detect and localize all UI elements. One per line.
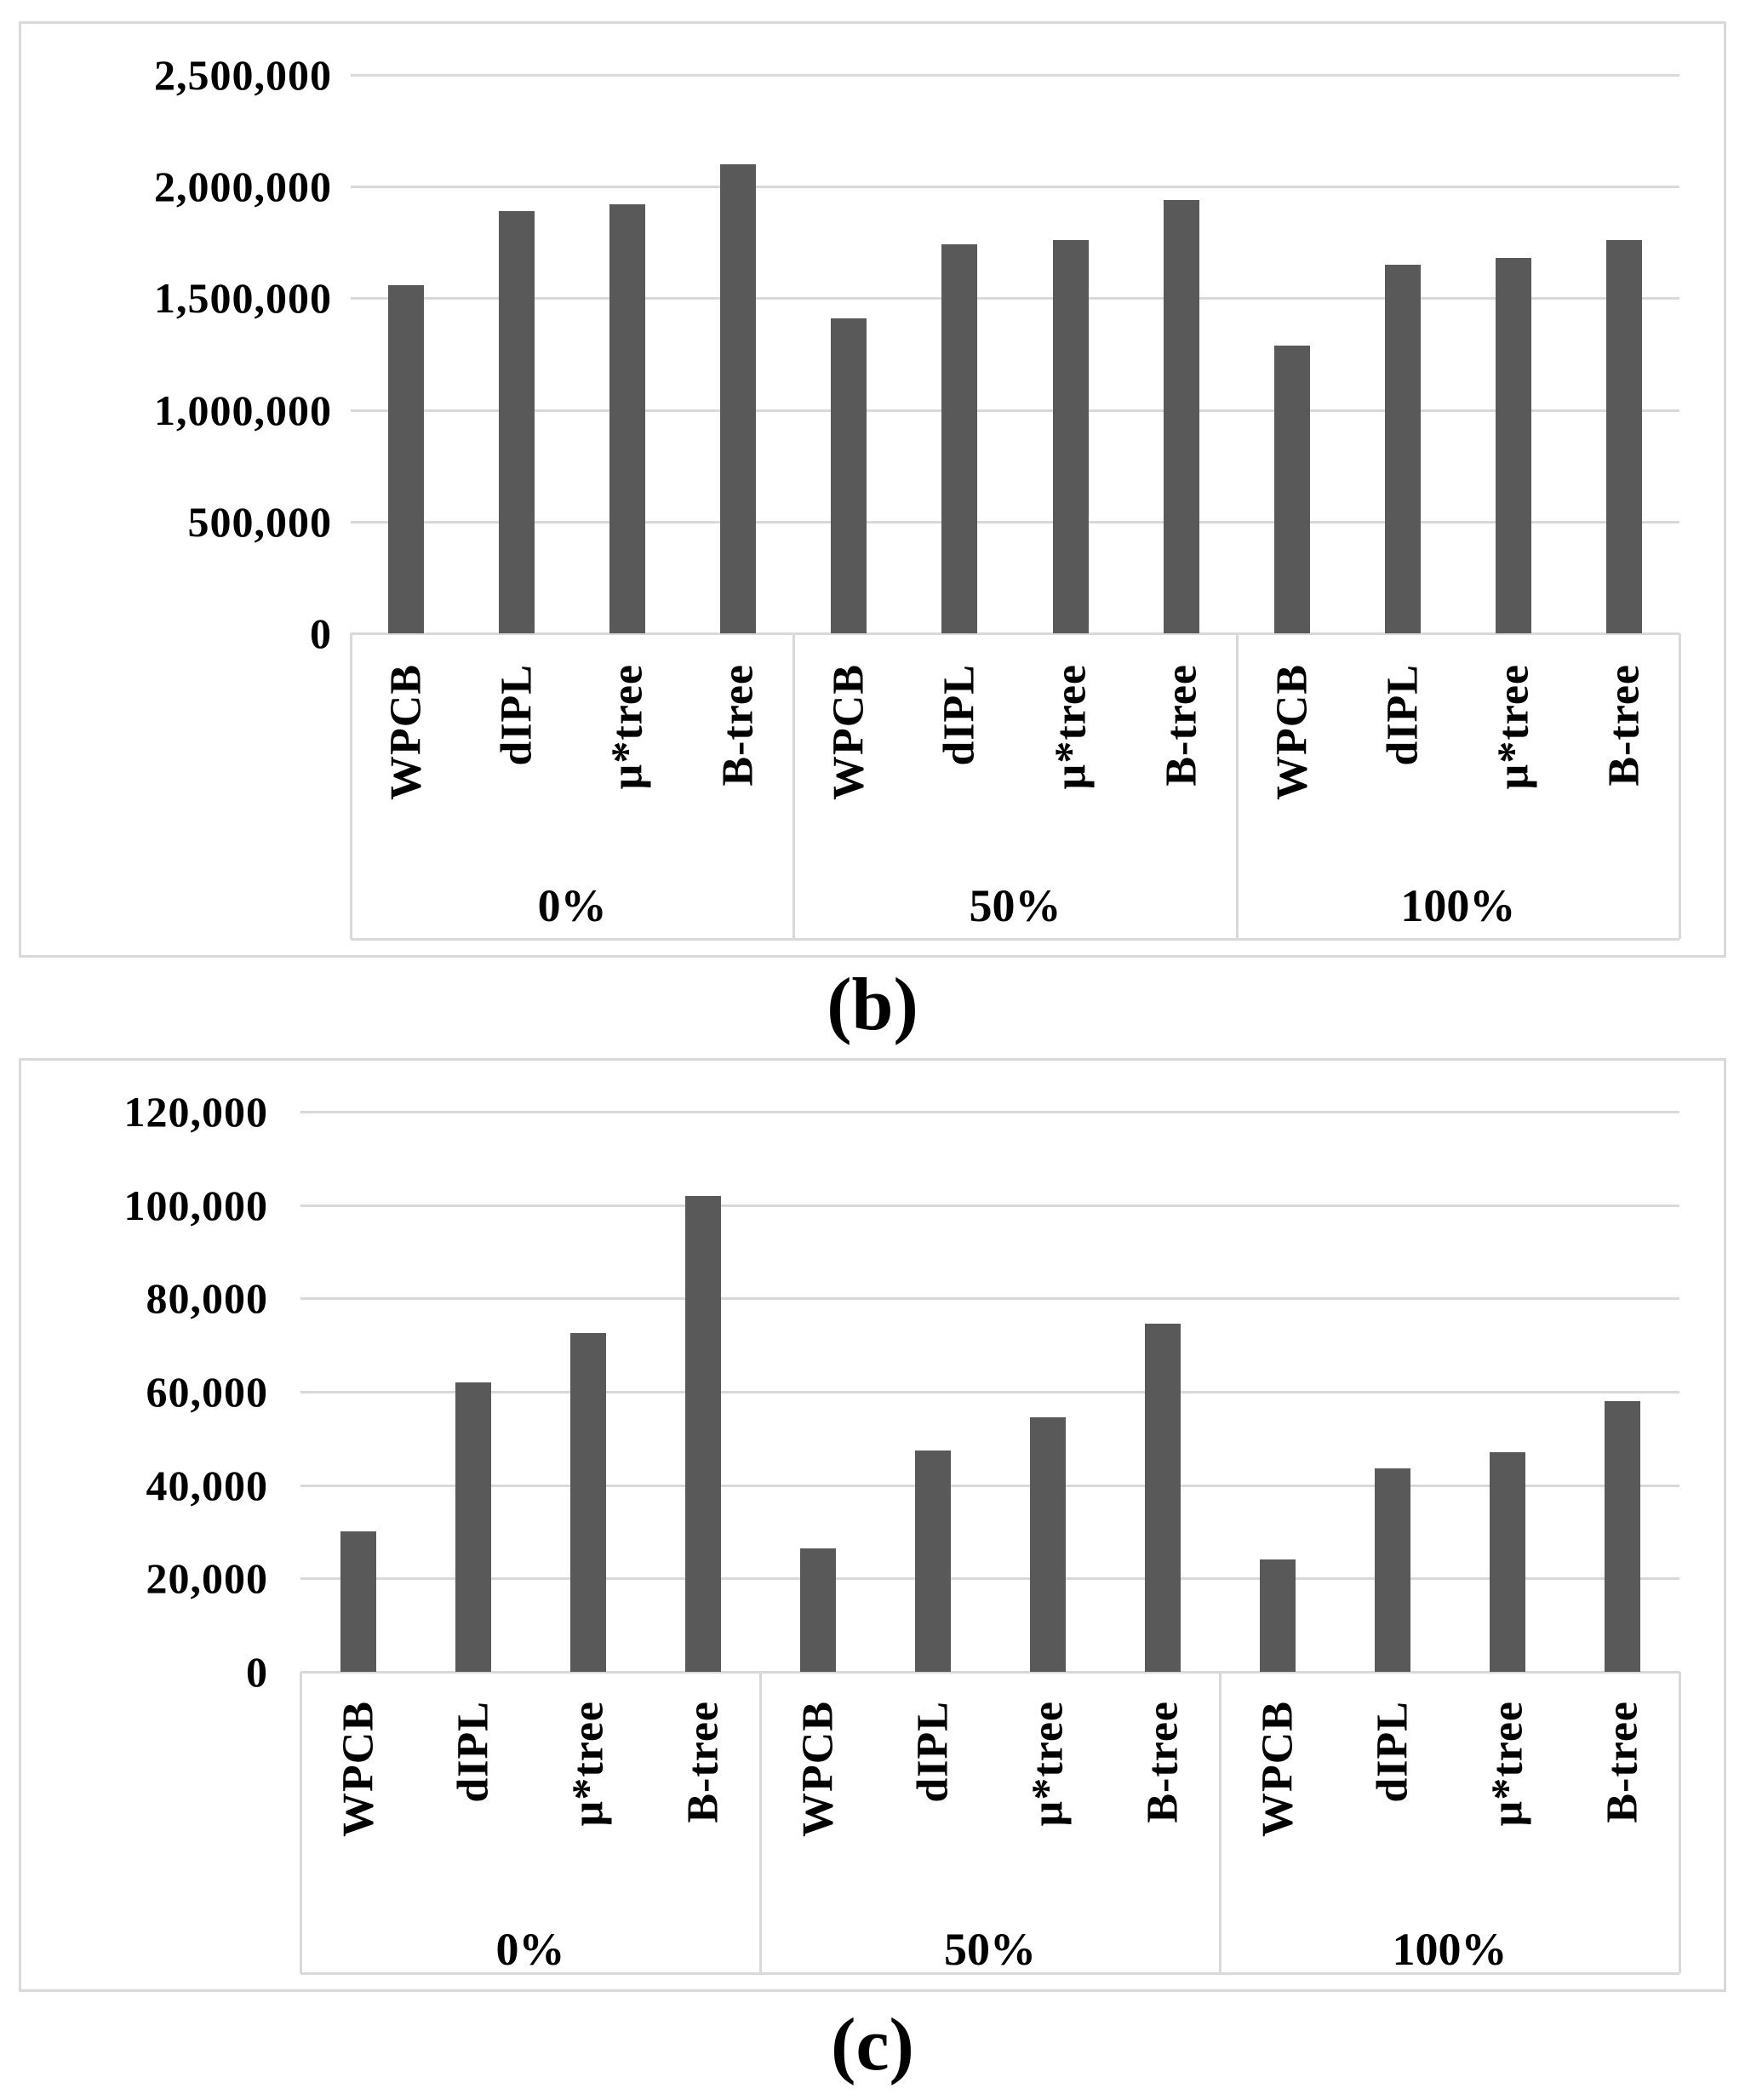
chart-b: 2,500,000 2,000,000 1,500,000 1,000,000 500,… (19, 21, 1726, 958)
group-separator (759, 1672, 762, 1973)
gridline (351, 409, 1679, 412)
category-label: µ*tree (1023, 1701, 1072, 1827)
gridline (351, 520, 1679, 524)
gridline (300, 1111, 1679, 1113)
gridline (300, 1391, 1679, 1393)
bar-WPCB-50% (831, 318, 867, 633)
group-label: 50% (969, 880, 1061, 931)
x-axis-line (300, 1671, 1679, 1674)
y-tick-label: 1,000,000 (154, 386, 332, 434)
y-tick-label: 2,500,000 (154, 51, 332, 99)
bar-dIPL-0% (499, 211, 535, 633)
bar-µ*tree-0% (569, 1333, 606, 1672)
category-label: B-tree (713, 664, 763, 787)
bar-WPCB-100% (1273, 346, 1310, 633)
bar-dIPL-0% (455, 1382, 491, 1672)
bar-µ*tree-50% (1029, 1417, 1066, 1672)
bar-B-tree-100% (1604, 1401, 1640, 1672)
y-tick-label: 0 (310, 609, 332, 657)
category-label: WPCB (824, 664, 873, 800)
category-label: B-tree (1598, 1701, 1646, 1823)
caption-c: (c) (831, 2004, 914, 2086)
category-axis-left-border (350, 633, 352, 939)
bar-µ*tree-50% (1052, 240, 1089, 633)
gridline (300, 1297, 1679, 1301)
gridline (351, 74, 1679, 77)
category-label: dIPL (935, 664, 984, 766)
category-label: µ*tree (603, 664, 652, 790)
category-label: dIPL (908, 1701, 957, 1803)
bar-µ*tree-0% (609, 204, 646, 633)
y-tick-label: 500,000 (187, 497, 332, 546)
group-label: 100% (1392, 1924, 1508, 1975)
bar-dIPL-50% (914, 1451, 951, 1672)
category-label: B-tree (1157, 664, 1206, 787)
bar-dIPL-100% (1384, 265, 1421, 633)
category-label: WPCB (381, 664, 431, 800)
group-separator (1219, 1672, 1222, 1973)
caption-b: (b) (827, 964, 918, 1046)
y-tick-label: 120,000 (123, 1088, 268, 1136)
y-tick-label: 40,000 (146, 1461, 268, 1509)
gridline (300, 1204, 1679, 1207)
category-label: µ*tree (1489, 664, 1538, 790)
bar-WPCB-0% (388, 285, 425, 633)
y-tick-label: 100,000 (123, 1181, 268, 1229)
y-tick-label: 1,500,000 (154, 274, 332, 323)
bar-WPCB-50% (799, 1548, 836, 1672)
gridline (351, 297, 1679, 300)
bar-B-tree-100% (1605, 240, 1642, 633)
y-tick-label: 80,000 (146, 1274, 268, 1323)
group-label: 100% (1400, 880, 1516, 931)
y-tick-label: 60,000 (146, 1368, 268, 1416)
y-tick-label: 0 (246, 1648, 268, 1696)
y-tick-label: 20,000 (146, 1554, 268, 1603)
category-label: µ*tree (1046, 664, 1096, 790)
bar-dIPL-50% (941, 244, 978, 633)
bar-B-tree-50% (1163, 200, 1199, 633)
category-label: µ*tree (564, 1701, 612, 1827)
category-axis-right-border (1679, 1672, 1681, 1973)
category-label: WPCB (334, 1701, 382, 1837)
bar-µ*tree-100% (1489, 1452, 1525, 1672)
x-axis-line (351, 632, 1679, 635)
category-axis-bottom-border (351, 938, 1679, 941)
group-label: 0% (537, 880, 607, 931)
chart-c: 120,000 100,000 80,000 60,000 40,000 20,000 0 0… (19, 1058, 1726, 1992)
group-label: 50% (944, 1924, 1036, 1975)
bar-WPCB-0% (340, 1531, 376, 1672)
gridline (351, 186, 1679, 189)
category-label: B-tree (1138, 1701, 1187, 1823)
category-label: dIPL (1368, 1701, 1416, 1803)
category-axis-right-border (1679, 633, 1681, 939)
gridline (300, 1484, 1679, 1487)
bar-dIPL-100% (1374, 1468, 1410, 1672)
category-label: dIPL (449, 1701, 497, 1803)
category-label: WPCB (793, 1701, 842, 1837)
category-axis-bottom-border (300, 1972, 1679, 1975)
bar-B-tree-50% (1144, 1324, 1181, 1672)
category-label: B-tree (678, 1701, 727, 1823)
category-label: B-tree (1599, 664, 1649, 787)
category-label: µ*tree (1483, 1701, 1531, 1827)
group-separator (1235, 633, 1239, 939)
group-label: 0% (495, 1924, 565, 1975)
category-axis-left-border (300, 1672, 302, 1973)
bar-B-tree-0% (684, 1196, 721, 1672)
category-label: WPCB (1267, 664, 1317, 800)
y-tick-label: 2,000,000 (154, 163, 332, 211)
category-label: dIPL (492, 664, 541, 766)
gridline (300, 1577, 1679, 1581)
bar-WPCB-100% (1259, 1559, 1296, 1672)
bar-B-tree-0% (720, 164, 757, 633)
category-label: dIPL (1378, 664, 1427, 766)
group-separator (792, 633, 796, 939)
bar-µ*tree-100% (1495, 258, 1531, 633)
category-label: WPCB (1253, 1701, 1302, 1837)
